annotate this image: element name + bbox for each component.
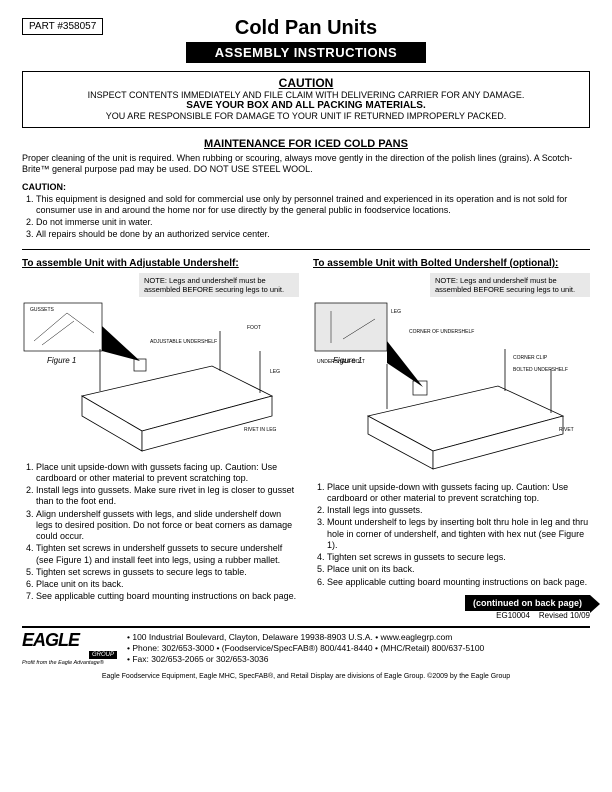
continued-banner: (continued on back page) [465, 595, 590, 611]
doc-meta: EG10004 Revised 10/09 [313, 611, 590, 620]
left-note: NOTE: Legs and undershelf must be assemb… [139, 273, 299, 297]
part-number: PART #358057 [29, 21, 96, 32]
left-column: To assemble Unit with Adjustable Undersh… [22, 258, 299, 620]
left-steps: Place unit upside-down with gussets faci… [22, 462, 299, 603]
left-header: To assemble Unit with Adjustable Undersh… [22, 258, 299, 269]
left-step-2: Install legs into gussets. Make sure riv… [36, 485, 299, 508]
svg-text:FOOT: FOOT [247, 325, 261, 331]
svg-text:LEG: LEG [270, 369, 280, 375]
logo-sub: GROUP [89, 651, 117, 659]
caution-line-2: SAVE YOUR BOX AND ALL PACKING MATERIALS. [31, 100, 581, 111]
right-step-3: Mount undershelf to legs by inserting bo… [327, 517, 590, 551]
left-step-3: Align undershelf gussets with legs, and … [36, 509, 299, 543]
left-step-1: Place unit upside-down with gussets faci… [36, 462, 299, 485]
right-steps: Place unit upside-down with gussets faci… [313, 482, 590, 588]
right-step-4: Tighten set screws in gussets to secure … [327, 552, 590, 563]
maintenance-caution-label: CAUTION: [22, 182, 590, 192]
svg-text:RIVET IN LEG: RIVET IN LEG [244, 427, 277, 433]
svg-text:CORNER CLIP: CORNER CLIP [513, 355, 548, 361]
maintenance-list: This equipment is designed and sold for … [22, 194, 590, 241]
maint-item-3: All repairs should be done by an authori… [36, 229, 590, 240]
maint-item-2: Do not immerse unit in water. [36, 217, 590, 228]
left-figure-label: Figure 1 [47, 356, 76, 365]
logo-name: EAGLE [22, 632, 117, 648]
doc-revised: Revised 10/09 [539, 611, 590, 620]
left-figure: GUSSETS ADJUSTABLE UNDERSHELF FOOT LEG R… [22, 301, 299, 456]
svg-text:CORNER OF UNDERSHELF: CORNER OF UNDERSHELF [409, 329, 474, 335]
svg-text:ADJUSTABLE UNDERSHELF: ADJUSTABLE UNDERSHELF [150, 339, 217, 345]
right-header: To assemble Unit with Bolted Undershelf … [313, 258, 590, 269]
right-note: NOTE: Legs and undershelf must be assemb… [430, 273, 590, 297]
left-step-5: Tighten set screws in gussets to secure … [36, 567, 299, 578]
right-figure: LEG UNDERSHELF BOLT CORNER OF UNDERSHELF… [313, 301, 590, 476]
right-step-1: Place unit upside-down with gussets faci… [327, 482, 590, 505]
caution-line-3: YOU ARE RESPONSIBLE FOR DAMAGE TO YOUR U… [31, 111, 581, 121]
right-step-6: See applicable cutting board mounting in… [327, 577, 590, 588]
maintenance-header: MAINTENANCE FOR ICED COLD PANS [22, 138, 590, 150]
svg-text:BOLTED UNDERSHELF: BOLTED UNDERSHELF [513, 367, 568, 373]
maint-item-1: This equipment is designed and sold for … [36, 194, 590, 217]
footer: EAGLE GROUP Profit from the Eagle Advant… [22, 626, 590, 670]
left-step-7: See applicable cutting board mounting in… [36, 591, 299, 602]
logo-tagline: Profit from the Eagle Advantage® [22, 660, 117, 666]
assembly-banner: ASSEMBLY INSTRUCTIONS [186, 42, 426, 63]
svg-text:RIVET: RIVET [559, 427, 574, 433]
caution-header: CAUTION [31, 76, 581, 90]
contact-block: • 100 Industrial Boulevard, Clayton, Del… [127, 632, 484, 665]
right-figure-label: Figure 1 [333, 356, 362, 365]
page-title: Cold Pan Units [22, 17, 590, 40]
contact-address: • 100 Industrial Boulevard, Clayton, Del… [127, 632, 484, 643]
right-step-2: Install legs into gussets. [327, 505, 590, 516]
doc-id: EG10004 [496, 611, 530, 620]
divider [22, 249, 590, 250]
caution-line-1: INSPECT CONTENTS IMMEDIATELY AND FILE CL… [31, 90, 581, 100]
maintenance-paragraph: Proper cleaning of the unit is required.… [22, 153, 590, 176]
right-step-5: Place unit on its back. [327, 564, 590, 575]
left-step-4: Tighten set screws in undershelf gussets… [36, 543, 299, 566]
left-step-6: Place unit on its back. [36, 579, 299, 590]
part-number-box: PART #358057 [22, 18, 103, 35]
svg-text:GUSSETS: GUSSETS [30, 307, 55, 313]
svg-text:LEG: LEG [391, 309, 401, 315]
copyright: Eagle Foodservice Equipment, Eagle MHC, … [22, 673, 590, 680]
contact-fax: • Fax: 302/653-2065 or 302/653-3036 [127, 654, 484, 665]
caution-box: CAUTION INSPECT CONTENTS IMMEDIATELY AND… [22, 71, 590, 128]
right-column: To assemble Unit with Bolted Undershelf … [313, 258, 590, 620]
contact-phone: • Phone: 302/653-3000 • (Foodservice/Spe… [127, 643, 484, 654]
logo: EAGLE GROUP Profit from the Eagle Advant… [22, 632, 117, 670]
